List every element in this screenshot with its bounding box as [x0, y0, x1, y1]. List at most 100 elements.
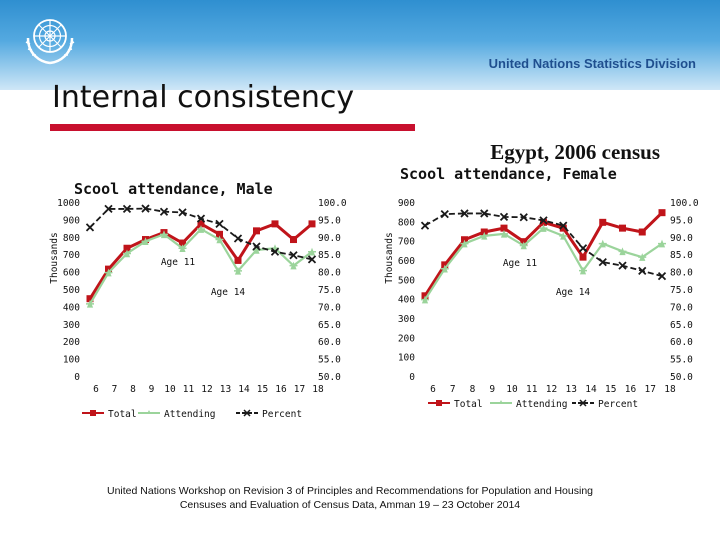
female-percent-point: [638, 266, 647, 275]
male-percent-point: [196, 214, 206, 223]
male-y-axis-label: Thousands: [49, 232, 60, 283]
female-legend-attending-marker: [499, 400, 503, 404]
female-x-tick-label: 12: [546, 384, 557, 395]
male-y2-tick-label: 95.0: [318, 215, 341, 226]
female-chart-title: Scool attendance, Female: [400, 165, 617, 183]
female-y2-tick-label: 90.0: [670, 233, 693, 244]
male-x-tick-label: 8: [130, 384, 136, 395]
female-x-tick-label: 6: [430, 384, 436, 395]
male-x-tick-label: 16: [275, 384, 287, 395]
slide-subtitle: Egypt, 2006 census: [490, 140, 660, 164]
female-y-tick-label: 300: [398, 314, 415, 325]
male-y-tick-label: 800: [63, 233, 80, 244]
female-attending-point: [559, 231, 568, 240]
female-y2-tick-label: 55.0: [670, 355, 693, 366]
female-attending-point: [658, 239, 666, 248]
female-percent-point: [460, 209, 469, 218]
footer-line-2: Censuses and Evaluation of Census Data, …: [179, 499, 521, 511]
un-emblem-icon: [25, 19, 75, 65]
male-legend-total-marker: [90, 410, 96, 416]
male-y2-tick-label: 60.0: [318, 337, 341, 348]
female-attending-point: [500, 229, 508, 238]
female-legend-label: Percent: [598, 399, 638, 410]
male-y2-tick-label: 90.0: [318, 233, 341, 244]
male-x-tick-label: 7: [112, 384, 118, 395]
female-x-tick-label: 10: [506, 384, 518, 395]
female-total-point: [638, 228, 646, 236]
male-percent-point: [178, 208, 187, 217]
male-y-tick-label: 1000: [57, 198, 80, 209]
male-x-tick-label: 18: [312, 384, 324, 395]
female-y-tick-label: 0: [409, 372, 415, 383]
male-attending-point: [86, 299, 94, 308]
male-y2-tick-label: 85.0: [318, 250, 341, 261]
female-attending-point: [519, 241, 528, 250]
male-annotation: Age 14: [211, 287, 246, 298]
female-attending-point: [638, 253, 647, 261]
male-legend-label: Total: [108, 409, 137, 420]
female-legend-label: Attending: [516, 399, 567, 410]
female-attending-point: [421, 295, 429, 304]
female-y-axis-label: Thousands: [384, 232, 395, 283]
male-percent-point: [85, 223, 95, 232]
male-y-tick-label: 200: [63, 337, 80, 348]
male-y-tick-label: 100: [63, 355, 80, 366]
female-percent-point: [598, 258, 607, 267]
male-legend-label: Attending: [164, 409, 215, 420]
male-x-tick-label: 12: [201, 384, 212, 395]
male-total-point: [86, 295, 94, 303]
male-y-tick-label: 0: [74, 372, 80, 383]
female-percent-point: [420, 221, 430, 230]
female-percent-point: [618, 261, 627, 270]
female-y2-tick-label: 100.0: [670, 198, 699, 209]
female-y2-tick-label: 50.0: [670, 372, 693, 383]
title-underline: [50, 124, 415, 131]
male-y-tick-label: 600: [63, 268, 80, 279]
male-percent-point: [233, 234, 243, 243]
female-x-tick-label: 17: [645, 384, 656, 395]
female-x-tick-label: 14: [585, 384, 597, 395]
male-x-tick-label: 11: [183, 384, 195, 395]
male-attending-point: [178, 244, 187, 252]
male-attending-point: [123, 249, 131, 258]
female-total-point: [579, 253, 587, 261]
female-x-tick-label: 15: [605, 384, 616, 395]
female-total-point: [559, 224, 567, 232]
male-percent-point: [104, 204, 113, 214]
female-percent-point: [559, 221, 568, 230]
male-y2-tick-label: 100.0: [318, 198, 347, 209]
male-percent-point: [215, 219, 224, 229]
male-y2-tick-label: 55.0: [318, 355, 341, 366]
female-x-tick-label: 13: [566, 384, 577, 395]
male-y-tick-label: 500: [63, 285, 80, 296]
male-percent-point: [122, 204, 132, 214]
header-banner: [0, 0, 720, 90]
female-y2-tick-label: 75.0: [670, 285, 693, 296]
male-attending-point: [215, 235, 224, 244]
female-y-tick-label: 600: [398, 256, 415, 267]
male-chart-title: Scool attendance, Male: [74, 180, 273, 198]
male-percent-point: [289, 251, 298, 260]
male-y2-tick-label: 65.0: [318, 320, 341, 331]
male-y2-tick-label: 80.0: [318, 268, 341, 279]
male-attending-point: [234, 266, 242, 275]
female-attending-point: [440, 264, 449, 273]
organization-name: United Nations Statistics Division: [488, 56, 696, 71]
female-attending-point: [579, 266, 587, 275]
footer-line-1: United Nations Workshop on Revision 3 of…: [107, 485, 593, 497]
male-total-point: [271, 220, 279, 228]
male-total-point: [290, 236, 297, 244]
female-x-tick-label: 11: [526, 384, 538, 395]
male-x-tick-label: 15: [257, 384, 268, 395]
female-legend-total-marker: [436, 400, 442, 406]
female-y2-tick-label: 95.0: [670, 215, 693, 226]
female-y-tick-label: 900: [398, 198, 415, 209]
female-y-tick-label: 800: [398, 217, 415, 228]
female-annotation: Age 14: [556, 287, 591, 298]
female-total-point: [658, 209, 666, 217]
male-legend-percent-marker: [243, 409, 251, 417]
male-x-tick-label: 9: [149, 384, 155, 395]
male-series-attending-line: [89, 227, 313, 305]
male-legend-label: Percent: [262, 409, 302, 420]
